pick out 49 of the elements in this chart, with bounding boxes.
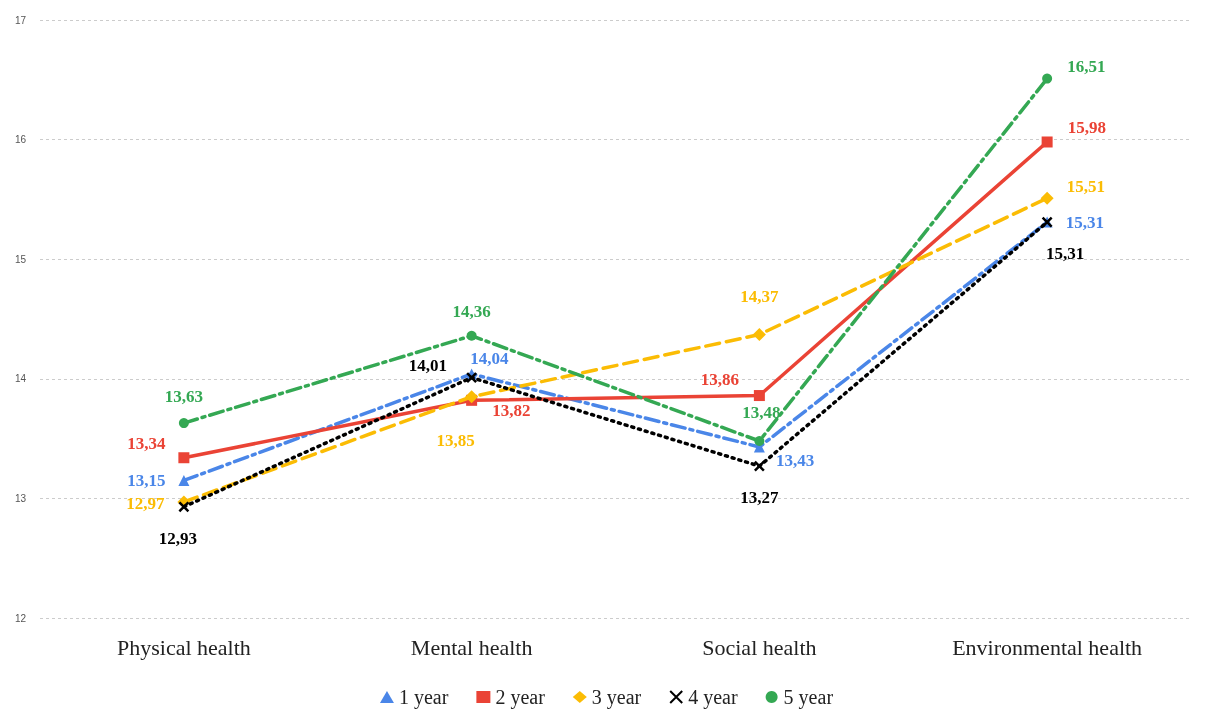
point (466, 330, 477, 341)
data-label: 12,93 (158, 528, 197, 548)
y-tick-label: 13 (14, 492, 27, 504)
x-tick-label: Environmental health (952, 634, 1143, 660)
data-label: 13,63 (164, 387, 203, 407)
y-tick-label: 14 (14, 373, 27, 385)
data-label: 13,86 (700, 370, 739, 390)
data-label: 15,31 (1046, 243, 1085, 263)
x-tick-label: Physical health (116, 634, 251, 660)
point (754, 435, 765, 446)
point (178, 418, 189, 429)
legend-label: 5 year (783, 686, 834, 709)
data-label: 15,98 (1067, 118, 1106, 138)
legend-label: 1 year (398, 686, 449, 709)
point (753, 460, 766, 472)
point (465, 371, 478, 384)
data-label: 15,51 (1066, 176, 1105, 196)
data-label: 14,36 (452, 301, 491, 321)
data-label: 13,48 (742, 402, 781, 422)
data-label: 13,82 (492, 400, 531, 420)
data-label: 13,85 (436, 431, 475, 451)
x-tick-label: Mental health (410, 634, 533, 660)
data-label: 13,27 (740, 487, 779, 507)
data-label: 12,97 (126, 494, 165, 514)
data-label: 14,37 (740, 287, 779, 307)
data-label: 15,31 (1065, 212, 1104, 232)
data-label: 13,43 (775, 451, 815, 471)
point (465, 390, 479, 404)
legend-label: 4 year (688, 686, 738, 709)
legend-label: 3 year (591, 686, 642, 709)
point (753, 390, 765, 402)
point (1042, 73, 1053, 84)
point (178, 452, 190, 464)
point (1041, 136, 1053, 148)
data-label: 14,04 (470, 348, 509, 368)
point (178, 501, 190, 513)
data-label: 16,51 (1067, 57, 1106, 77)
y-tick-label: 16 (14, 134, 27, 146)
y-tick-label: 15 (14, 253, 27, 265)
x-tick-label: Social health (702, 634, 817, 660)
y-tick-label: 12 (14, 612, 27, 624)
point (1040, 191, 1054, 205)
data-label: 13,15 (127, 470, 166, 490)
point (178, 474, 190, 486)
data-label: 14,01 (408, 356, 447, 376)
data-label: 13,34 (127, 434, 166, 454)
legend-label: 2 year (495, 686, 546, 709)
y-tick-label: 17 (14, 14, 27, 26)
point (752, 328, 766, 342)
